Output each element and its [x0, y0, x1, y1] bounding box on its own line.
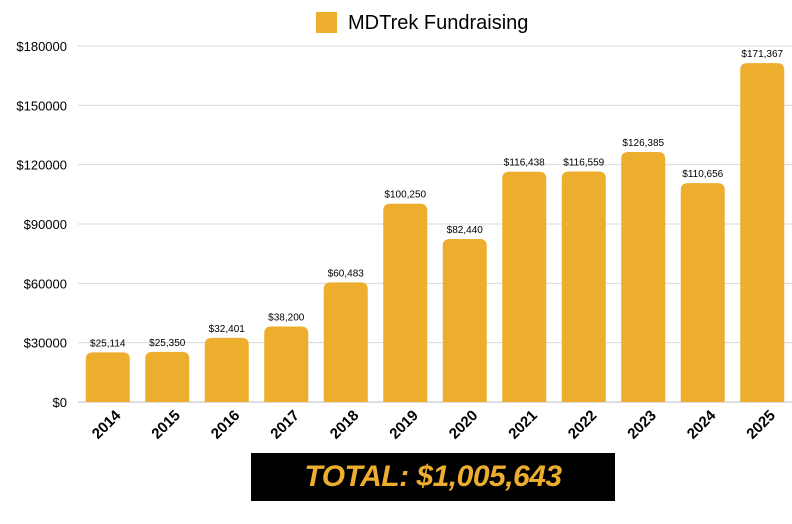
x-tick-label: 2020 — [446, 407, 482, 443]
x-tick-label: 2019 — [386, 407, 422, 443]
bar-value-label: $32,401 — [209, 324, 246, 335]
bar-value-label: $116,438 — [504, 158, 545, 169]
bar — [145, 351, 190, 402]
x-tick-label: 2017 — [267, 407, 303, 443]
bar — [323, 282, 368, 402]
bar-data-labels: $25,114 $25,350 $32,401 $38,200 $60,483 $100,… — [90, 49, 783, 349]
bar-value-label: $116,559 — [563, 157, 604, 168]
bar-value-label: $25,350 — [149, 338, 186, 349]
x-tick-label: 2025 — [743, 407, 779, 443]
gridlines — [78, 45, 792, 403]
bar-value-label: $82,440 — [447, 225, 484, 236]
bar-value-label: $38,200 — [268, 312, 305, 323]
x-tick-label: 2021 — [505, 407, 541, 443]
bars — [85, 63, 785, 402]
bar — [204, 337, 249, 402]
bar — [442, 238, 487, 402]
x-tick-label: 2018 — [327, 407, 363, 443]
x-tick-label: 2015 — [148, 407, 184, 443]
y-tick-label: $0 — [53, 395, 67, 410]
y-tick-label: $120000 — [16, 158, 67, 173]
y-tick-label: $150000 — [16, 98, 67, 113]
bar — [680, 183, 725, 402]
y-tick-label: $180000 — [16, 39, 67, 54]
x-tick-label: 2022 — [565, 407, 601, 443]
y-axis: $0 $30000 $60000 $90000 $120000 $150000 $18000… — [16, 39, 67, 410]
bar — [264, 326, 309, 402]
x-tick-label: 2024 — [684, 407, 720, 443]
x-axis: 2014 2015 2016 2017 2018 2019 2020 2021 2022 2023… — [89, 407, 779, 443]
bar-value-label: $171,367 — [741, 49, 783, 60]
y-tick-label: $90000 — [24, 217, 67, 232]
total-banner: TOTAL: $1,005,643 — [251, 453, 615, 501]
y-tick-label: $60000 — [24, 276, 67, 291]
bar — [621, 152, 666, 402]
legend: MDTrek Fundraising — [316, 12, 528, 34]
bar — [85, 352, 130, 402]
bar-value-label: $100,250 — [384, 190, 426, 201]
legend-label: MDTrek Fundraising — [348, 12, 528, 34]
x-tick-label: 2023 — [624, 407, 660, 443]
y-tick-label: $30000 — [24, 336, 67, 351]
bar — [383, 203, 428, 402]
bar-value-label: $60,483 — [328, 268, 365, 279]
bar-value-label: $25,114 — [90, 338, 126, 349]
bar-value-label: $126,385 — [622, 138, 664, 149]
bar — [740, 63, 785, 402]
bar-value-label: $110,656 — [682, 169, 723, 180]
total-label: TOTAL: $1,005,643 — [304, 460, 562, 493]
x-tick-label: 2016 — [208, 407, 244, 443]
legend-swatch — [316, 12, 337, 33]
bar — [561, 171, 606, 402]
bar — [502, 171, 547, 402]
x-tick-label: 2014 — [89, 407, 125, 443]
